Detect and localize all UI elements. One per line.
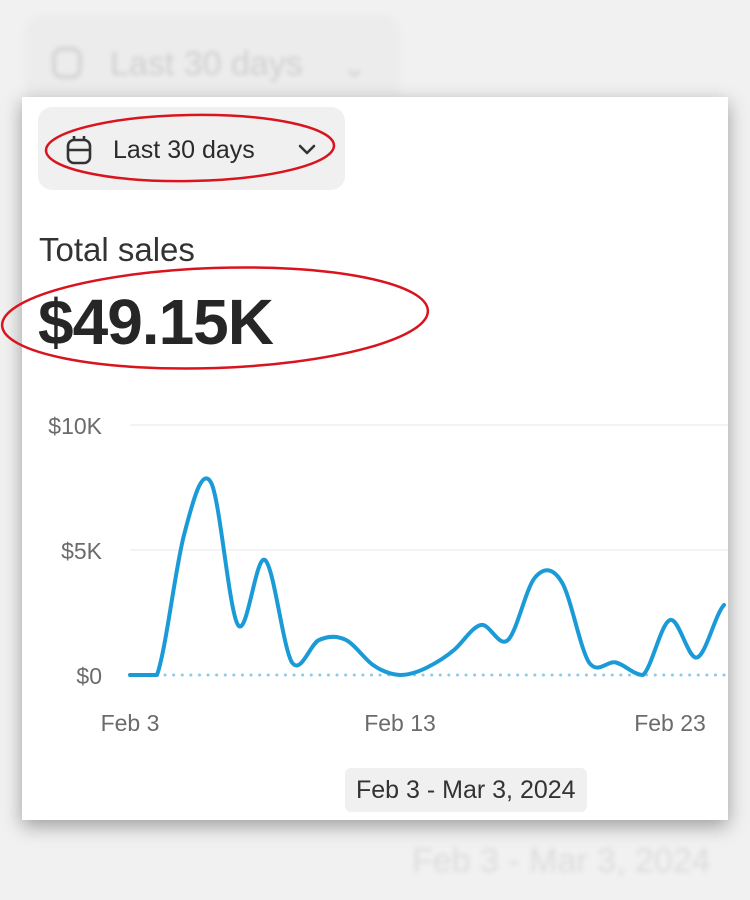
y-tick-label: $10K <box>48 413 102 439</box>
background-date-filter-label: Last 30 days <box>110 45 303 83</box>
date-range-label: Feb 3 - Mar 3, 2024 <box>345 768 587 812</box>
y-tick-label: $0 <box>76 663 102 689</box>
y-tick-label: $5K <box>61 538 103 564</box>
metric-title: Total sales <box>39 231 195 268</box>
x-tick-label: Feb 3 <box>101 710 160 736</box>
background-date-range: Feb 3 - Mar 3, 2024 <box>412 842 711 880</box>
sales-card: Last 30 days Total sales $49.15K $0 $5K $1… <box>22 97 728 820</box>
sales-line-chart: $0 $5K $10K Feb 3 Feb 13 Feb 23 <box>48 413 728 736</box>
background-chevron-down-icon: ⌄ <box>342 51 368 84</box>
sales-line <box>128 476 726 677</box>
background-calendar-icon <box>52 47 82 79</box>
x-tick-label: Feb 23 <box>634 710 706 736</box>
x-tick-label: Feb 13 <box>364 710 436 736</box>
